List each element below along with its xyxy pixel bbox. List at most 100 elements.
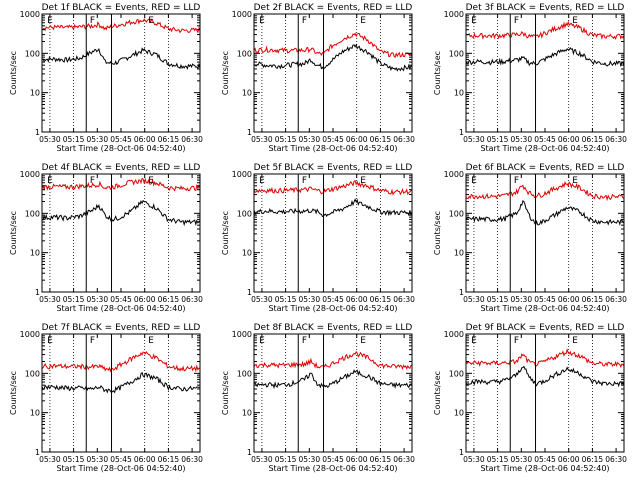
panel-det-5: Det 5f BLACK = Events, RED = LLD E F E 05:30…	[221, 163, 415, 313]
region-label: F	[302, 336, 307, 346]
y-axis-label: Counts/sec	[221, 51, 230, 95]
series-events	[253, 198, 413, 218]
region-label: E	[259, 16, 265, 26]
y-tick-label: 1000	[444, 10, 464, 19]
y-tick-label: 1	[35, 448, 40, 457]
y-axis-label: Counts/sec	[9, 51, 18, 95]
x-tick-label: 06:15	[370, 135, 392, 144]
series-lld	[253, 350, 412, 371]
x-tick-label: 06:30	[605, 295, 627, 304]
panel-title: Det 6f BLACK = Events, RED = LLD	[466, 163, 625, 173]
region-label: E	[572, 16, 578, 26]
x-tick-label: 06:30	[605, 135, 627, 144]
region-label: E	[47, 16, 53, 26]
x-tick-label: 06:15	[370, 295, 392, 304]
x-tick-label: 05:15	[275, 135, 297, 144]
x-tick-label: 06:15	[370, 455, 392, 464]
y-tick-label: 1000	[20, 330, 40, 339]
y-tick-label: 1	[247, 128, 252, 137]
y-tick-label: 10	[30, 89, 40, 98]
series-events	[41, 199, 201, 227]
x-tick-label: 06:15	[582, 135, 604, 144]
region-label: E	[471, 16, 477, 26]
y-tick-label: 1	[35, 288, 40, 297]
series-events	[465, 365, 625, 388]
x-tick-label: 05:15	[487, 135, 509, 144]
x-axis-label: Start Time (28-Oct-06 04:52:40)	[56, 464, 185, 473]
region-label: E	[47, 176, 53, 186]
region-label: F	[514, 16, 519, 26]
y-tick-label: 100	[25, 209, 40, 218]
region-label: E	[360, 336, 366, 346]
axes-frame	[465, 13, 625, 133]
x-tick-label: 05:45	[534, 135, 556, 144]
y-tick-label: 1000	[232, 330, 252, 339]
x-tick-label: 05:45	[110, 295, 132, 304]
x-tick-label: 06:00	[346, 135, 368, 144]
x-tick-label: 05:30	[298, 295, 320, 304]
region-label: E	[148, 176, 154, 186]
x-tick-label: 05:30	[251, 455, 273, 464]
y-tick-label: 10	[30, 249, 40, 258]
region-label: E	[47, 336, 53, 346]
x-tick-label: 05:30	[510, 135, 532, 144]
region-label: F	[90, 176, 95, 186]
region-label: F	[302, 16, 307, 26]
x-tick-label: 05:30	[251, 295, 273, 304]
panel-det-8: Det 8f BLACK = Events, RED = LLD E F E 05:30…	[221, 323, 415, 473]
x-tick-label: 06:00	[346, 455, 368, 464]
axes-frame	[41, 13, 201, 133]
x-tick-label: 05:15	[487, 295, 509, 304]
panel-title: Det 1f BLACK = Events, RED = LLD	[42, 3, 201, 13]
y-axis-label: Counts/sec	[221, 371, 230, 415]
x-tick-label: 05:45	[110, 135, 132, 144]
x-tick-label: 05:45	[322, 135, 344, 144]
x-tick-label: 06:15	[158, 295, 180, 304]
region-label: E	[471, 176, 477, 186]
y-axis-label: Counts/sec	[433, 211, 442, 255]
x-tick-label: 05:45	[110, 455, 132, 464]
x-axis-label: Start Time (28-Oct-06 04:52:40)	[268, 464, 397, 473]
panel-det-7: Det 7f BLACK = Events, RED = LLD E F E 05:30…	[9, 323, 203, 473]
x-tick-label: 05:30	[251, 135, 273, 144]
region-label: E	[471, 336, 477, 346]
x-axis-label: Start Time (28-Oct-06 04:52:40)	[480, 464, 609, 473]
x-tick-label: 06:15	[158, 135, 180, 144]
x-tick-label: 06:15	[582, 295, 604, 304]
y-tick-label: 100	[449, 209, 464, 218]
x-tick-label: 06:15	[582, 455, 604, 464]
x-tick-label: 06:00	[134, 455, 156, 464]
x-tick-label: 05:30	[39, 135, 61, 144]
region-label: E	[360, 16, 366, 26]
x-tick-label: 05:30	[463, 135, 485, 144]
x-tick-label: 05:15	[63, 455, 85, 464]
x-tick-label: 05:15	[63, 295, 85, 304]
x-tick-label: 05:30	[39, 295, 61, 304]
x-tick-label: 06:30	[393, 455, 415, 464]
x-tick-label: 05:30	[510, 295, 532, 304]
x-tick-label: 05:45	[322, 455, 344, 464]
panel-det-3: Det 3f BLACK = Events, RED = LLD E F E 05:30…	[433, 3, 627, 153]
series-events	[41, 371, 201, 394]
x-axis-label: Start Time (28-Oct-06 04:52:40)	[268, 304, 397, 313]
series-lld	[41, 177, 201, 192]
region-label: E	[148, 16, 154, 26]
x-tick-label: 06:00	[558, 295, 580, 304]
region-label: F	[90, 336, 95, 346]
x-tick-label: 06:30	[605, 455, 627, 464]
series-events	[465, 47, 625, 68]
x-tick-label: 05:30	[463, 455, 485, 464]
x-tick-label: 05:30	[39, 455, 61, 464]
region-label: E	[572, 336, 578, 346]
y-axis-label: Counts/sec	[9, 371, 18, 415]
y-tick-label: 100	[25, 49, 40, 58]
x-tick-label: 05:30	[298, 455, 320, 464]
x-tick-label: 06:30	[393, 135, 415, 144]
x-tick-label: 05:15	[487, 455, 509, 464]
x-tick-label: 06:00	[134, 135, 156, 144]
series-lld	[465, 348, 625, 368]
series-events	[253, 43, 413, 72]
y-axis-label: Counts/sec	[433, 51, 442, 95]
region-label: F	[302, 176, 307, 186]
x-tick-label: 06:00	[346, 295, 368, 304]
